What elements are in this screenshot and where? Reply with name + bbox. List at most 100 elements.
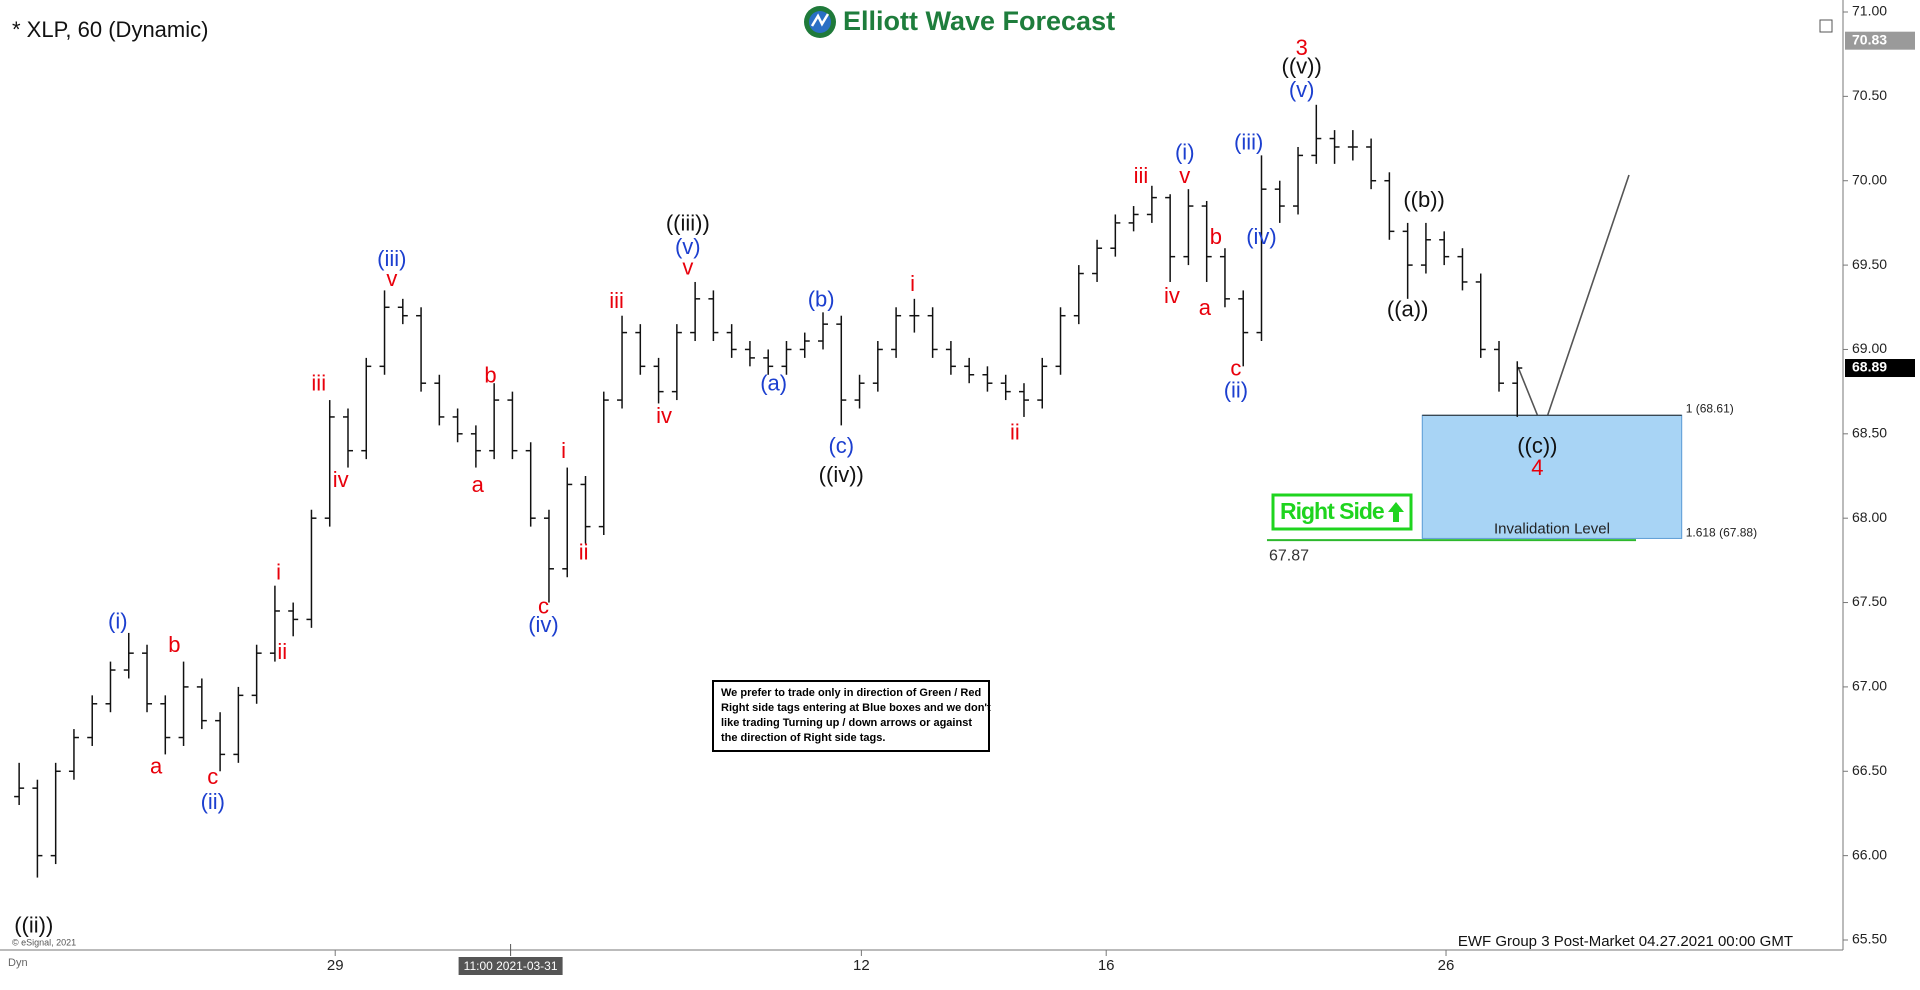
wave-label: i	[561, 438, 566, 463]
ohlc-bar	[1219, 248, 1230, 308]
ohlc-bar	[1073, 265, 1084, 325]
wave-label: (ii)	[1224, 377, 1248, 402]
wave-label: iii	[1134, 163, 1149, 188]
tag-arrow	[1388, 502, 1404, 522]
price-marker-bg	[1845, 31, 1915, 50]
wave-label: ((a))	[1387, 296, 1429, 321]
ohlc-bar	[68, 729, 79, 780]
ohlc-bar	[799, 332, 810, 358]
wave-label: a	[472, 472, 485, 497]
wave-label: b	[168, 632, 180, 657]
ohlc-bar	[543, 509, 554, 603]
wave-label: c	[207, 764, 218, 789]
ohlc-bar	[397, 298, 408, 325]
ohlc-bar	[690, 281, 701, 342]
ohlc-bar	[215, 712, 226, 772]
y-tick-label: 67.00	[1852, 678, 1887, 694]
ohlc-bar	[909, 298, 920, 333]
ohlc-bar	[288, 602, 299, 637]
wave-label: iii	[311, 371, 326, 396]
price-marker-bg	[1845, 359, 1915, 378]
wave-label: (v)	[675, 234, 701, 259]
ohlc-bar	[452, 408, 463, 443]
x-tick-label: 26	[1438, 957, 1455, 974]
wave-label: (a)	[760, 371, 787, 396]
ohlc-bar	[87, 695, 98, 746]
wave-label: ii	[1010, 420, 1020, 445]
ohlc-bar	[178, 661, 189, 746]
ohlc-bar	[324, 400, 335, 527]
footer: EWF Group 3 Post-Market 04.27.2021 00:00…	[1458, 933, 1793, 950]
y-tick-label: 66.50	[1852, 762, 1887, 778]
ohlc-bar	[1165, 194, 1176, 282]
wave-label: ii	[579, 539, 589, 564]
ohlc-bar	[781, 341, 792, 375]
wave-label: (iv)	[528, 612, 559, 637]
wave-label: iv	[333, 467, 349, 492]
ohlc-bar	[818, 312, 829, 350]
crosshair-label-bg	[458, 957, 563, 975]
window-icon[interactable]	[1819, 19, 1833, 33]
ohlc-bar	[1494, 341, 1505, 392]
wave-label: (c)	[828, 433, 854, 458]
wave-label: i	[276, 560, 281, 585]
chart-title: * XLP, 60 (Dynamic)	[12, 17, 208, 42]
note-line: We prefer to trade only in direction of …	[721, 687, 981, 699]
ohlc-bar	[763, 349, 774, 375]
y-tick-label: 68.50	[1852, 425, 1887, 441]
ohlc-bar	[1293, 146, 1304, 215]
wave-label: b	[1210, 224, 1222, 249]
x-tick-label: 16	[1098, 957, 1115, 974]
wave-label: (iv)	[1246, 224, 1277, 249]
ohlc-bar	[1402, 222, 1413, 299]
ohlc-bar	[525, 442, 536, 527]
ohlc-bar	[251, 644, 262, 704]
wave-label: (i)	[108, 609, 128, 634]
wave-label: ((iv))	[819, 462, 864, 487]
note-line: like trading Turning up / down arrows or…	[721, 717, 972, 729]
wave-label: i	[910, 271, 915, 296]
ohlc-bar	[1439, 231, 1450, 266]
ohlc-bar	[489, 383, 500, 460]
wave-label: a	[1199, 295, 1212, 320]
ohlc-bar	[416, 307, 427, 392]
note-box: We prefer to trade only in direction of …	[712, 680, 991, 752]
y-tick-label: 69.00	[1852, 340, 1887, 356]
ohlc-bar	[1311, 104, 1322, 164]
crosshair-label: 11:00 2021-03-31	[464, 959, 558, 973]
ohlc-bar	[927, 307, 938, 358]
wave-label: 3	[1296, 35, 1308, 60]
ohlc-bar	[1128, 206, 1139, 232]
wave-label: v	[682, 254, 693, 279]
tag-label: Right Side	[1280, 498, 1384, 524]
ohlc-bar	[1329, 130, 1340, 164]
ohlc-bar	[1055, 307, 1066, 375]
note-border	[712, 680, 990, 752]
wave-label: ((v))	[1282, 53, 1322, 78]
ohlc-bar	[1274, 180, 1285, 223]
wave-label: c	[1230, 356, 1241, 381]
ohlc-bar	[1201, 200, 1212, 282]
ohlc-bar	[1366, 138, 1377, 190]
wave-label: (iii)	[377, 246, 406, 271]
ohlc-bar	[160, 695, 171, 755]
y-tick-label: 70.00	[1852, 171, 1887, 187]
invalidation-label: 67.87	[1269, 547, 1309, 564]
note-line: the direction of Right side tags.	[721, 732, 885, 744]
ohlc-bar	[14, 762, 25, 806]
ohlc-bar	[123, 632, 134, 679]
ohlc-bar	[105, 661, 116, 713]
ohlc-bar	[1146, 185, 1157, 223]
ohlc-bar	[269, 585, 280, 662]
note-line: Right side tags entering at Blue boxes a…	[721, 702, 991, 714]
ohlc-bar	[617, 315, 628, 409]
y-tick-label: 70.50	[1852, 87, 1887, 103]
price-marker-label: 70.83	[1852, 31, 1887, 47]
zone-label: Invalidation Level	[1494, 520, 1610, 537]
wave-label: 4	[1531, 455, 1543, 480]
ohlc-bar	[306, 509, 317, 628]
wave-label: (iii)	[1234, 129, 1263, 154]
ohlc-bar	[1110, 214, 1121, 257]
price-marker-label: 68.89	[1852, 359, 1887, 375]
